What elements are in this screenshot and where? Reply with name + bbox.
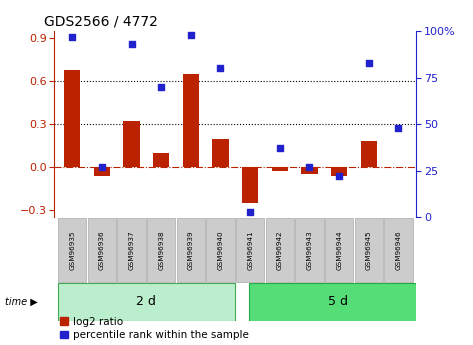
- Bar: [301, 167, 318, 174]
- Bar: [265, 218, 294, 282]
- Text: GSM96938: GSM96938: [158, 230, 164, 270]
- Bar: [236, 218, 264, 282]
- Text: 5 d: 5 d: [328, 295, 348, 308]
- Point: [158, 84, 165, 90]
- Bar: [242, 167, 258, 203]
- Bar: [117, 218, 146, 282]
- Bar: [147, 218, 175, 282]
- Point: [217, 66, 224, 71]
- Bar: [58, 283, 235, 321]
- Bar: [360, 141, 377, 167]
- Text: GSM96944: GSM96944: [336, 230, 342, 270]
- Text: GSM96940: GSM96940: [218, 230, 223, 270]
- Text: GSM96935: GSM96935: [69, 230, 75, 270]
- Text: 2 d: 2 d: [136, 295, 156, 308]
- Bar: [183, 74, 199, 167]
- Point: [98, 164, 105, 170]
- Bar: [249, 283, 442, 321]
- Bar: [331, 167, 347, 176]
- Bar: [123, 121, 140, 167]
- Point: [335, 174, 343, 179]
- Text: time ▶: time ▶: [5, 297, 37, 307]
- Bar: [212, 139, 228, 167]
- Text: GSM96943: GSM96943: [307, 230, 313, 270]
- Text: GSM96937: GSM96937: [129, 230, 134, 270]
- Point: [246, 209, 254, 215]
- Bar: [325, 218, 353, 282]
- Text: GSM96942: GSM96942: [277, 230, 283, 270]
- Point: [365, 60, 373, 66]
- Bar: [272, 167, 288, 171]
- Text: GSM96945: GSM96945: [366, 230, 372, 270]
- Bar: [176, 218, 205, 282]
- Point: [69, 34, 76, 39]
- Bar: [295, 218, 324, 282]
- Text: GSM96939: GSM96939: [188, 230, 194, 270]
- Bar: [355, 218, 383, 282]
- Point: [276, 146, 284, 151]
- Bar: [64, 70, 80, 167]
- Bar: [94, 167, 110, 176]
- Point: [306, 164, 313, 170]
- Bar: [153, 153, 169, 167]
- Text: GSM96941: GSM96941: [247, 230, 253, 270]
- Legend: log2 ratio, percentile rank within the sample: log2 ratio, percentile rank within the s…: [60, 317, 249, 340]
- Bar: [58, 218, 87, 282]
- Bar: [206, 218, 235, 282]
- Text: GDS2566 / 4772: GDS2566 / 4772: [44, 14, 158, 29]
- Text: GSM96946: GSM96946: [395, 230, 402, 270]
- Point: [187, 32, 194, 38]
- Text: GSM96936: GSM96936: [99, 230, 105, 270]
- Point: [128, 41, 135, 47]
- Bar: [384, 218, 412, 282]
- Bar: [88, 218, 116, 282]
- Point: [394, 125, 402, 131]
